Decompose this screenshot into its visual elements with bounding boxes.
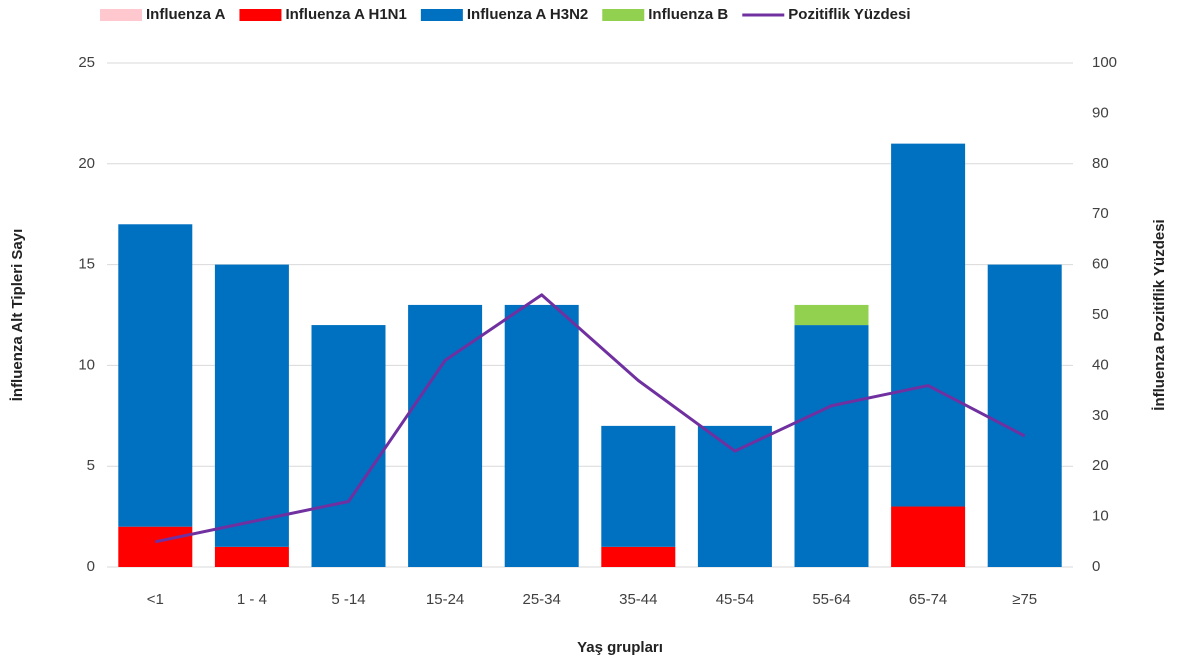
y2-axis-title: İnfluenza Pozitiflik Yüzdesi [1151, 219, 1168, 410]
x-tick-label: 5 -14 [331, 591, 365, 608]
bar-segment [794, 304, 869, 326]
legend-swatch [239, 9, 282, 21]
y-tick-label: 0 [87, 558, 95, 575]
bar-segment [601, 546, 676, 567]
y2-tick-label: 60 [1092, 256, 1109, 273]
bar-segment [891, 506, 966, 567]
y2-tick-label: 50 [1092, 306, 1109, 323]
x-tick-label: <1 [147, 591, 164, 608]
x-tick-label: 45-54 [716, 591, 754, 608]
legend-label: Pozitiflik Yüzdesi [788, 6, 910, 23]
y2-tick-label: 100 [1092, 54, 1117, 71]
y-tick-label: 25 [78, 54, 95, 71]
y2-tick-label: 40 [1092, 356, 1109, 373]
x-tick-label: 1 - 4 [237, 591, 267, 608]
x-tick-label: 15-24 [426, 591, 464, 608]
x-tick-label: ≥75 [1012, 591, 1037, 608]
y2-tick-label: 90 [1092, 104, 1109, 121]
y2-tick-label: 30 [1092, 407, 1109, 424]
bar-segment [214, 264, 289, 547]
y2-tick-label: 10 [1092, 508, 1109, 525]
legend-label: Influenza A [146, 6, 226, 23]
x-axis-title: Yaş grupları [577, 639, 663, 656]
y-axis-title: İnfluenza Alt Tipleri Sayı [9, 229, 26, 402]
y-tick-label: 20 [78, 155, 95, 172]
bar-segment [697, 425, 772, 567]
y-tick-label: 10 [78, 356, 95, 373]
legend-swatch [602, 9, 645, 21]
bar-segment [311, 325, 386, 567]
bar-segment [891, 143, 966, 507]
y2-tick-label: 0 [1092, 558, 1100, 575]
bar-segment [794, 325, 869, 567]
y-tick-label: 15 [78, 256, 95, 273]
bar-segment [504, 304, 579, 567]
bar-segment [408, 304, 483, 567]
bar-segment [214, 546, 289, 567]
x-tick-label: 65-74 [909, 591, 947, 608]
x-tick-label: 55-64 [812, 591, 850, 608]
bar-segment [118, 526, 193, 567]
x-tick-label: 35-44 [619, 591, 657, 608]
x-tick-label: 25-34 [523, 591, 561, 608]
bar-segment [601, 425, 676, 547]
bar-segment [987, 264, 1062, 567]
y2-tick-label: 20 [1092, 457, 1109, 474]
legend-swatch [420, 9, 463, 21]
y-tick-label: 5 [87, 457, 95, 474]
bar-segment [118, 224, 193, 527]
y2-tick-label: 80 [1092, 155, 1109, 172]
line-series [154, 293, 1026, 544]
legend-label: Influenza B [648, 6, 728, 23]
legend-swatch [100, 9, 142, 21]
legend-label: Influenza A H1N1 [285, 6, 406, 23]
legend-label: Influenza A H3N2 [467, 6, 588, 23]
y2-tick-label: 70 [1092, 205, 1109, 222]
